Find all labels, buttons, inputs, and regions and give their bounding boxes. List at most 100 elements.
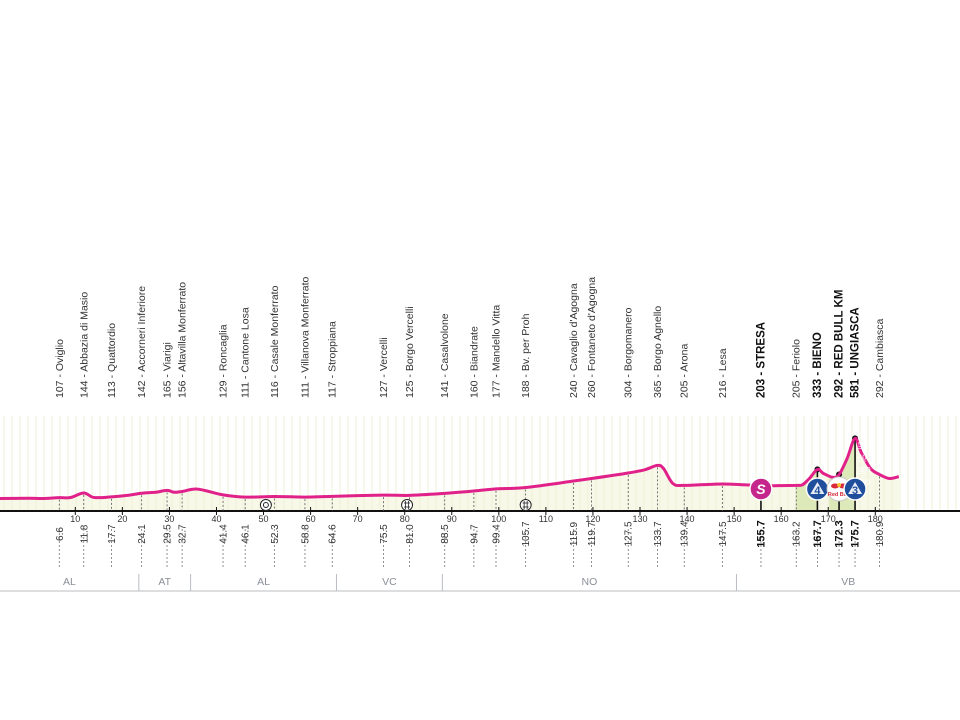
waypoint-label: 113 - Quattordio (106, 323, 118, 398)
waypoint-km-label: 52.3 (270, 524, 281, 544)
waypoint-km-label: 11.8 (79, 524, 90, 543)
kom-mountain-icon (810, 482, 825, 494)
waypoint-km-label: 147.5 (718, 521, 729, 546)
waypoint-km-label: 17.7 (107, 524, 118, 544)
waypoint-label: 116 - Casale Monferrato (269, 285, 281, 398)
waypoint-label: 260 - Fontaneto d'Agogna (586, 277, 598, 398)
waypoint-km-label: 105.7 (521, 521, 532, 546)
profile-area-fill (0, 438, 899, 511)
elevation-tick-label: 500 (858, 440, 871, 449)
waypoint-km-label: 75.5 (379, 524, 390, 544)
waypoint-km-label: 81.0 (405, 524, 416, 544)
road-feature-icons (259, 499, 532, 511)
province-band: AL AT AL VC NO VB (0, 574, 960, 592)
km-tick-label: 140 (680, 514, 695, 524)
waypoint-km-label: 155.7 (755, 520, 767, 548)
waypoint-km-label: 64.6 (328, 524, 339, 544)
waypoint-label: 365 - Borgo Agnello (652, 306, 664, 398)
waypoint-label: 125 - Borgo Vercelli (404, 306, 416, 398)
waypoint-label: 117 - Stroppiana (327, 321, 339, 398)
target-icon-inner (262, 502, 269, 508)
km-tick-label: 10 (70, 514, 80, 524)
km-tick-label: 110 (539, 514, 553, 524)
province-label: AL (257, 576, 270, 588)
elevation-tick-label: 300 (858, 465, 871, 474)
km-tick-label: 90 (447, 514, 457, 524)
km-tick-label: 50 (259, 514, 269, 524)
level-crossing-icon (401, 499, 414, 511)
waypoint-km-label: 175.7 (850, 520, 862, 548)
waypoint-label: 292 - RED BULL KM (834, 290, 846, 398)
waypoint-label: 188 - Bv. per Proh (520, 313, 532, 398)
waypoint-label: 165 - Viarigi (162, 342, 174, 398)
km-tick-label: 30 (164, 514, 174, 524)
level-crossing-icon (519, 499, 532, 511)
waypoint-label: 304 - Borgomanero (623, 307, 635, 398)
stage-markers: S 4 Red Bull 3 (749, 476, 867, 502)
waypoint-km-label: 94.7 (469, 524, 480, 544)
waypoint-km-label: 172.3 (834, 520, 846, 548)
waypoint-label: 156 - Altavilla Monferrato (177, 282, 189, 398)
waypoint-label: 177 - Mandello Vitta (491, 305, 503, 398)
km-tick-label: 120 (585, 514, 600, 524)
province-label: AL (63, 576, 76, 588)
waypoint-labels: 107 - Oviglio 144 - Abbazia di Masio 113 -… (54, 276, 886, 398)
waypoint-km-label: 32.7 (178, 524, 189, 544)
waypoint-km-label: 29.5 (163, 524, 174, 544)
waypoint-label: 333 - BIENO (812, 332, 824, 398)
waypoint-label: 141 - Casalvolone (439, 313, 451, 398)
waypoint-km-label: 180.9 (875, 521, 886, 546)
red-bull-logo-sun (837, 483, 842, 487)
red-bull-logo-left (831, 483, 840, 489)
sprint-marker-icon (749, 477, 773, 501)
waypoint-km-label: 46.1 (241, 524, 252, 544)
waypoint-label: 205 - Arona (679, 344, 691, 398)
red-bull-logo-text: Red Bull (828, 492, 851, 498)
waypoint-km-label: 133.7 (653, 521, 664, 546)
waypoint-label: 142 - Accorneri Inferiore (136, 286, 148, 398)
waypoint-km-label: 58.8 (300, 524, 311, 544)
waypoint-km-labels: 6.6 11.8 17.7 24.1 29.5 32.7 41.4 46.1 52.3 58.8 6… (55, 520, 886, 548)
waypoint-km-label: 127.5 (624, 521, 635, 546)
waypoint-label: 107 - Oviglio (54, 339, 66, 398)
profile-elevation-line (0, 436, 900, 501)
waypoint-label: 129 - Roncaglia (218, 324, 230, 398)
km-tick-label: 160 (774, 514, 789, 524)
sprint-marker-label: S (756, 481, 766, 497)
waypoint-label: 203 - STRESA (755, 322, 767, 398)
km-tick-label: 20 (117, 514, 127, 524)
waypoint-label: 216 - Lesa (717, 348, 729, 398)
waypoint-label: 111 - Cantone Losa (240, 307, 252, 398)
waypoint-label: 144 - Abbazia di Masio (78, 292, 90, 398)
waypoint-label: 240 - Cavaglio d'Agogna (568, 283, 580, 398)
waypoint-km-label: 24.1 (137, 524, 148, 544)
province-label: VB (841, 576, 855, 588)
target-icon (259, 499, 272, 511)
province-label: VC (382, 576, 397, 588)
waypoint-label: 127 - Vercelli (378, 337, 390, 398)
waypoint-km-label: 119.7 (587, 521, 598, 546)
waypoint-km-label: 139.4 (680, 521, 691, 546)
waypoint-km-label: 163.2 (792, 521, 803, 546)
province-label: AT (158, 576, 171, 588)
waypoint-km-label: 115.9 (569, 521, 580, 546)
waypoint-label: 581 - UNGIASCA (850, 307, 862, 398)
km-tick-label: 100 (491, 514, 506, 524)
km-tick-label: 40 (211, 514, 221, 524)
waypoint-km-label: 41.4 (219, 524, 230, 544)
waypoint-label: 160 - Biandrate (468, 326, 480, 398)
km-tick-label: 180 (868, 514, 883, 524)
km-tick-label: 130 (632, 514, 647, 524)
waypoint-km-label: 99.4 (492, 524, 503, 544)
province-label: NO (582, 576, 598, 588)
km-tick-label: 60 (306, 514, 316, 524)
kom-category-label: 3 (852, 485, 858, 497)
waypoint-label: 111 - Villanova Monferrato (299, 276, 311, 398)
waypoint-label: 292 - Cambiasca (874, 318, 886, 398)
km-tick-label: 70 (353, 514, 363, 524)
km-tick-label: 170 (821, 514, 836, 524)
kom-category-label: 4 (814, 485, 821, 497)
km-tick-label: 80 (400, 514, 410, 524)
waypoint-km-label: 167.7 (812, 520, 824, 548)
